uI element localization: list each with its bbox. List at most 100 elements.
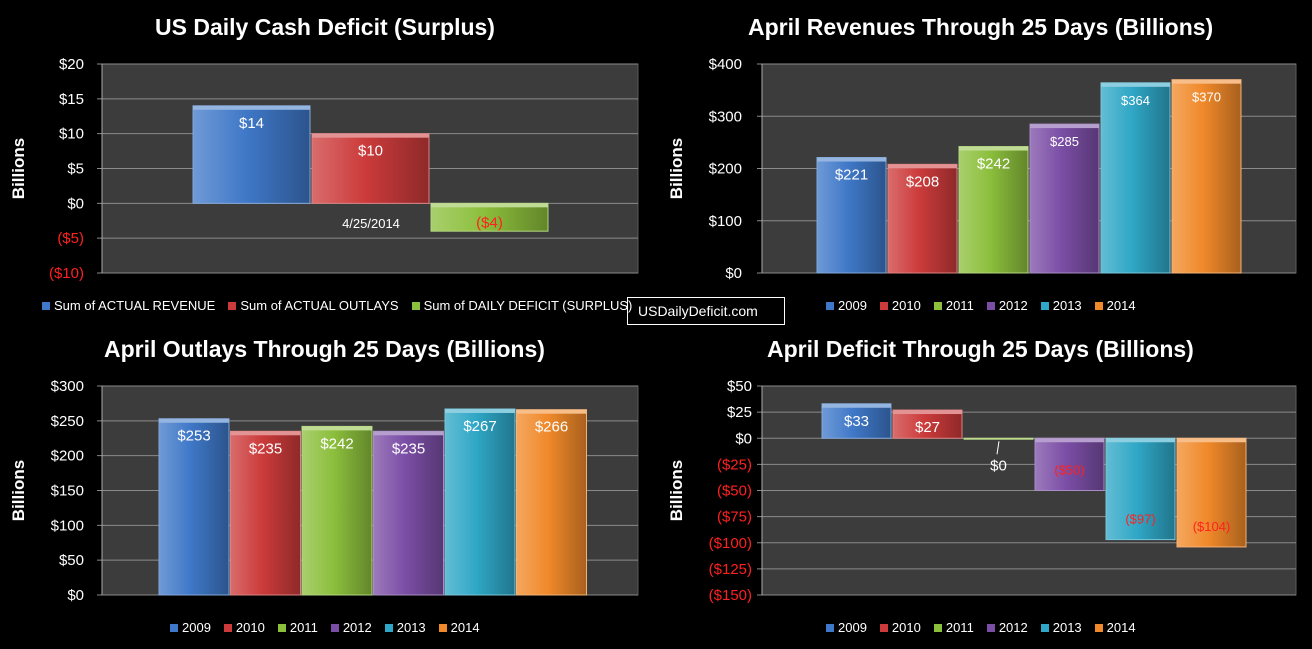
y-tick-label: $400 — [709, 56, 742, 73]
legend-item: 2014 — [1094, 620, 1136, 635]
legend-item: 2009 — [826, 298, 867, 313]
legend-swatch — [42, 301, 50, 310]
data-label: $235 — [249, 440, 282, 457]
legend-label: Sum of DAILY DEFICIT (SURPLUS) — [423, 298, 633, 313]
bar-cap — [1101, 82, 1170, 87]
y-tick-label: ($10) — [49, 265, 84, 282]
data-label: $266 — [535, 419, 568, 436]
data-label: $221 — [835, 167, 868, 184]
legend-label: 2011 — [289, 620, 318, 635]
data-label: ($50) — [1054, 463, 1084, 478]
y-tick-label: $20 — [59, 56, 84, 73]
bar-cap — [445, 408, 515, 413]
y-tick-label: $150 — [51, 483, 84, 500]
data-label: ($4) — [476, 214, 503, 231]
data-label: ($104) — [1193, 519, 1231, 534]
y-tick-label: $300 — [709, 108, 742, 125]
bar — [1034, 437, 1105, 491]
bar-cap — [822, 403, 891, 408]
bar — [1176, 437, 1247, 548]
data-label: $364 — [1121, 93, 1150, 108]
bar — [192, 105, 311, 204]
legend-swatch — [411, 301, 420, 310]
bar — [311, 133, 430, 204]
bar-cap — [516, 409, 587, 414]
data-label: $242 — [977, 156, 1010, 173]
data-label: $242 — [320, 435, 353, 452]
chart-title-outlays: April Outlays Through 25 Days (Billions) — [104, 336, 545, 362]
y-tick-label: ($5) — [57, 230, 84, 247]
y-tick-label: $0 — [67, 195, 84, 212]
legend-label: 2013 — [1052, 620, 1082, 635]
bar — [444, 408, 516, 596]
legend-label: 2014 — [1106, 620, 1136, 635]
data-label: $33 — [844, 413, 869, 430]
legend-swatch — [1040, 623, 1049, 632]
legend-swatch — [223, 623, 232, 632]
data-label: $253 — [177, 428, 210, 445]
legend-swatch — [879, 623, 888, 632]
chart-deficit: $50 $25 $0 ($25) ($50) ($75) ($100) ($125) ($150… — [667, 378, 1297, 604]
bar — [887, 163, 958, 274]
legend-label: 2011 — [945, 298, 974, 313]
legend-label: 2013 — [1052, 298, 1082, 313]
y-tick-label: $50 — [727, 378, 752, 395]
legend-label: 2010 — [235, 620, 265, 635]
data-label: $0 — [990, 457, 1007, 474]
legend-label: 2014 — [450, 620, 480, 635]
bar — [1171, 79, 1242, 274]
bar-cap — [193, 105, 310, 110]
y-tick-label: $50 — [59, 552, 84, 569]
bar-cap — [1106, 438, 1175, 443]
data-label: ($97) — [1125, 512, 1155, 527]
data-label: $235 — [392, 440, 425, 457]
bar-cap — [312, 133, 429, 138]
y-axis-title: Billions — [667, 460, 686, 521]
legend-label: 2009 — [182, 620, 211, 635]
y-tick-label: $10 — [59, 126, 84, 143]
chart-title-revenues: April Revenues Through 25 Days (Billions… — [748, 14, 1214, 40]
legend-daily-cash: Sum of ACTUAL REVENUE Sum of ACTUAL OUTLA… — [42, 298, 645, 313]
legend-label: 2012 — [998, 620, 1028, 635]
legend-item: 2009 — [170, 620, 211, 635]
legend-label: 2009 — [838, 298, 867, 313]
legend-label: 2013 — [396, 620, 426, 635]
legend-item: Sum of ACTUAL REVENUE — [42, 298, 215, 313]
data-label: $208 — [906, 173, 939, 190]
legend-item: 2012 — [330, 620, 372, 635]
y-tick-label: $0 — [67, 587, 84, 604]
chart-daily-cash: $20 $15 $10 $5 $0 ($5) ($10) Billions $14 $10 ($4)… — [9, 56, 639, 282]
bar-cap — [1030, 124, 1099, 129]
legend-label: 2014 — [1106, 298, 1136, 313]
y-tick-label: $25 — [727, 404, 752, 421]
y-tick-label: $5 — [67, 161, 84, 178]
bar — [1105, 437, 1176, 541]
bar — [158, 418, 230, 596]
x-category-label: 4/25/2014 — [342, 216, 400, 231]
data-label: $14 — [239, 115, 264, 132]
bar — [1029, 123, 1100, 274]
legend-swatch — [933, 301, 942, 310]
legend-item: 2011 — [277, 620, 318, 635]
bar — [230, 430, 301, 596]
data-label: $27 — [915, 419, 940, 436]
y-tick-label: ($125) — [709, 561, 752, 578]
legend-item: 2013 — [384, 620, 426, 635]
legend-swatch — [933, 623, 942, 632]
bar — [516, 409, 587, 596]
legend-swatch — [826, 301, 834, 310]
legend-swatch — [1040, 301, 1049, 310]
bar-cap — [959, 146, 1028, 151]
y-tick-label: $200 — [709, 161, 742, 178]
y-tick-label: $100 — [709, 213, 742, 230]
data-label: $370 — [1192, 90, 1221, 105]
bar — [958, 146, 1029, 274]
y-tick-label: ($100) — [709, 535, 752, 552]
legend-deficit: 2009 2010 2011 2012 2013 2014 — [826, 620, 1149, 635]
legend-swatch — [1094, 301, 1103, 310]
legend-item: 2013 — [1040, 620, 1082, 635]
y-axis-title: Billions — [9, 460, 28, 521]
chart-title-daily-cash: US Daily Cash Deficit (Surplus) — [155, 14, 495, 40]
bar-cap — [1172, 79, 1241, 84]
legend-item: 2012 — [986, 298, 1028, 313]
